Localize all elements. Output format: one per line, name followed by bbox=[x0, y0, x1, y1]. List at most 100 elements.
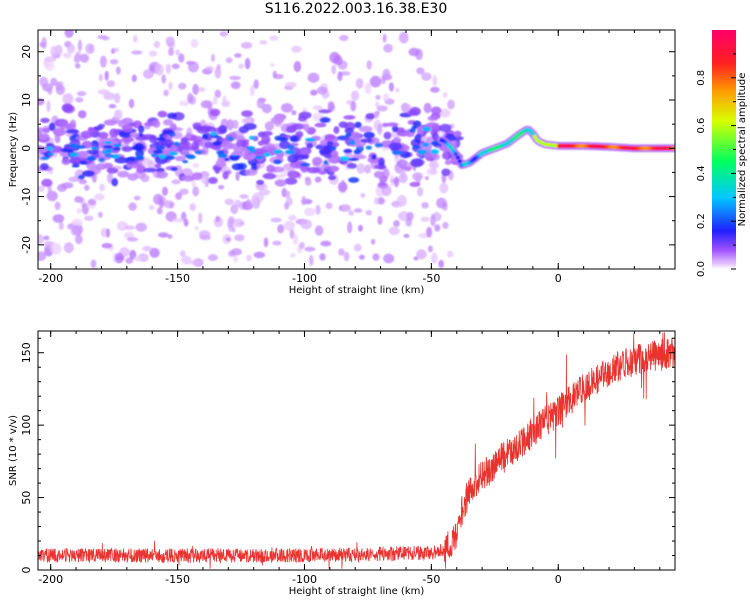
noise-blob bbox=[128, 202, 137, 211]
noise-blob bbox=[78, 179, 87, 185]
noise-blob bbox=[123, 232, 135, 239]
noise-blob bbox=[281, 103, 293, 113]
noise-blob bbox=[128, 98, 135, 109]
noise-blob bbox=[200, 174, 209, 184]
band-blob bbox=[318, 148, 332, 155]
band-core bbox=[156, 137, 166, 142]
noise-blob bbox=[114, 252, 124, 264]
band-core bbox=[113, 143, 122, 148]
spectrogram-ylabel: Frequency (Hz) bbox=[8, 112, 19, 188]
noise-blob bbox=[153, 41, 161, 48]
noise-blob bbox=[76, 91, 87, 97]
band-blob bbox=[416, 126, 424, 135]
noise-blob bbox=[304, 176, 311, 181]
noise-blob bbox=[94, 193, 105, 201]
noise-blob bbox=[417, 187, 424, 197]
noise-blob bbox=[234, 234, 245, 242]
noise-blob bbox=[256, 97, 265, 109]
noise-blob bbox=[70, 226, 78, 236]
noise-blob bbox=[272, 240, 282, 246]
noise-blob bbox=[127, 173, 138, 181]
band-blob bbox=[143, 121, 154, 127]
band-blob bbox=[306, 142, 313, 149]
band-blob bbox=[192, 172, 203, 181]
band-blob bbox=[40, 163, 49, 171]
noise-blob bbox=[79, 53, 90, 63]
band-blob bbox=[328, 175, 337, 181]
noise-blob bbox=[148, 205, 155, 211]
band-core bbox=[430, 149, 440, 155]
snr-line-layer bbox=[38, 332, 675, 569]
band-blob bbox=[48, 122, 56, 131]
noise-blob bbox=[97, 211, 103, 218]
noise-blob bbox=[382, 93, 389, 101]
noise-blob bbox=[388, 226, 400, 236]
band-blob bbox=[318, 109, 332, 114]
noise-blob bbox=[364, 82, 372, 95]
band-blob bbox=[221, 140, 234, 150]
band-core bbox=[249, 135, 255, 140]
noise-blob bbox=[300, 219, 313, 230]
band-blob bbox=[374, 164, 387, 170]
noise-blob bbox=[198, 87, 206, 92]
snr-series-line bbox=[38, 332, 675, 569]
band-blob bbox=[373, 171, 385, 179]
spectrogram-ytick-label: 10 bbox=[20, 93, 33, 107]
noise-blob bbox=[47, 87, 53, 95]
noise-blob bbox=[180, 211, 187, 222]
noise-blob bbox=[156, 207, 163, 215]
noise-blob bbox=[179, 100, 190, 106]
band-core bbox=[224, 157, 230, 162]
noise-blob bbox=[57, 183, 67, 192]
noise-blob bbox=[312, 105, 324, 110]
noise-blob bbox=[377, 215, 383, 225]
band-core bbox=[339, 156, 350, 162]
band-blob bbox=[181, 175, 195, 182]
noise-blob bbox=[38, 234, 45, 245]
band-blob bbox=[244, 169, 258, 176]
noise-blob bbox=[371, 238, 376, 245]
noise-blob bbox=[447, 99, 455, 110]
noise-blob bbox=[430, 214, 436, 227]
band-blob bbox=[298, 115, 307, 122]
noise-blob bbox=[430, 86, 440, 93]
noise-blob bbox=[172, 218, 185, 223]
band-blob bbox=[167, 112, 177, 120]
noise-blob bbox=[224, 198, 234, 205]
band-blob bbox=[393, 137, 402, 144]
noise-blob bbox=[375, 94, 381, 100]
band-blob bbox=[343, 148, 353, 154]
band-blob bbox=[327, 165, 339, 172]
noise-blob bbox=[168, 81, 173, 91]
noise-blob bbox=[52, 214, 65, 223]
noise-blob bbox=[341, 204, 351, 212]
noise-blob bbox=[288, 214, 297, 221]
band-blob bbox=[386, 122, 399, 127]
band-blob bbox=[130, 163, 141, 169]
band-blob bbox=[162, 119, 174, 126]
band-blob bbox=[454, 138, 461, 148]
noise-blob bbox=[230, 204, 239, 215]
noise-blob bbox=[67, 43, 75, 54]
noise-blob bbox=[215, 215, 221, 223]
band-blob bbox=[432, 132, 439, 141]
band-core bbox=[69, 152, 79, 157]
band-blob bbox=[326, 141, 334, 146]
noise-blob bbox=[327, 101, 335, 111]
band-core bbox=[151, 153, 158, 158]
snr-ytick-label: 100 bbox=[20, 415, 33, 436]
noise-blob bbox=[50, 242, 62, 255]
noise-blob bbox=[179, 188, 189, 195]
noise-blob bbox=[431, 252, 438, 264]
band-blob bbox=[121, 117, 134, 124]
noise-blob bbox=[205, 66, 214, 72]
band-blob bbox=[77, 150, 86, 158]
noise-blob bbox=[124, 225, 136, 230]
noise-blob bbox=[85, 43, 95, 55]
noise-blob bbox=[84, 184, 90, 191]
noise-blob bbox=[211, 53, 215, 63]
noise-blob bbox=[290, 253, 296, 258]
band-blob bbox=[109, 128, 119, 138]
noise-blob bbox=[171, 63, 180, 70]
band-core bbox=[91, 146, 98, 150]
